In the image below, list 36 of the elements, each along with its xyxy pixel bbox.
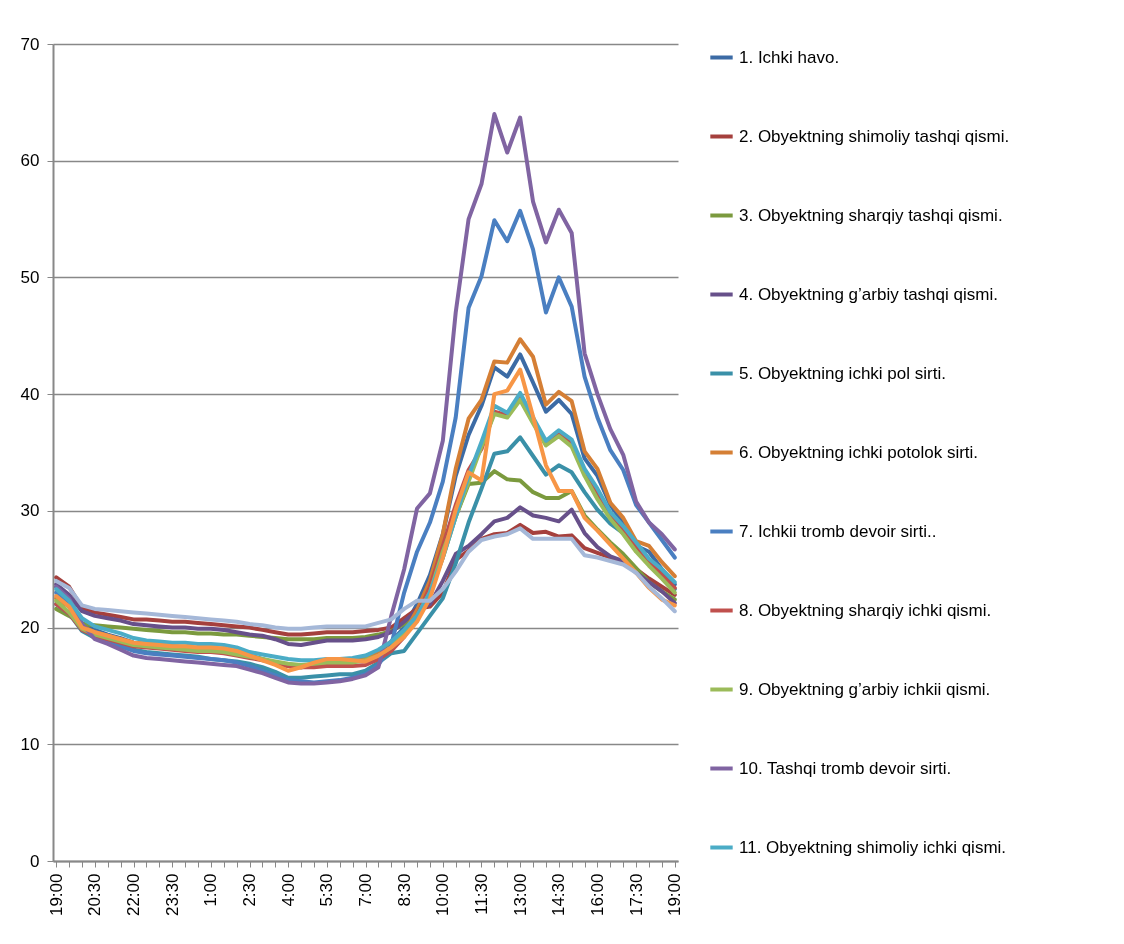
legend-label: 5. Obyektning ichki pol sirti. [739, 363, 946, 383]
legend-label: 10. Tashqi tromb devoir sirti. [739, 758, 952, 778]
y-tick-label: 10 [20, 734, 40, 754]
x-tick-label: 17:30 [626, 873, 646, 917]
y-tick-label: 40 [20, 384, 40, 404]
x-tick-label: 7:00 [356, 873, 375, 907]
x-tick-label: 2:30 [240, 873, 260, 907]
legend-label: 8. Obyektning sharqiy ichki qismi. [739, 600, 992, 620]
x-tick-label: 1:00 [201, 873, 221, 907]
x-tick-label: 19:00 [46, 873, 66, 917]
y-tick-label: 0 [30, 851, 40, 871]
legend-label: 9. Obyektning g’arbiy ichkii qismi. [739, 679, 991, 699]
x-tick-label: 20:30 [85, 873, 105, 917]
y-tick-label: 50 [20, 267, 40, 287]
x-tick-label: 11:30 [471, 873, 491, 915]
x-tick-label: 22:00 [124, 873, 144, 917]
x-tick-label: 8:30 [394, 873, 414, 907]
legend-label: 7. Ichkii tromb devoir sirti.. [739, 521, 937, 541]
legend-label: 4. Obyektning g’arbiy tashqi qismi. [739, 284, 998, 304]
y-tick-label: 30 [20, 501, 40, 521]
legend-label: 11. Obyektning shimoliy ichki qismi. [739, 837, 1007, 857]
x-tick-label: 10:00 [433, 873, 453, 917]
x-tick-label: 19:00 [665, 873, 685, 917]
legend-label: 6. Obyektning ichki potolok sirti. [739, 442, 979, 462]
x-tick-label: 4:00 [278, 873, 298, 907]
y-tick-label: 70 [20, 34, 40, 54]
x-tick-label: 13:00 [510, 873, 530, 917]
legend-label: 3. Obyektning sharqiy tashqi qismi. [739, 205, 1003, 225]
x-tick-label: 16:00 [587, 873, 607, 917]
x-tick-label: 5:30 [317, 873, 337, 907]
legend-label: 1. Ichki havo. [739, 47, 840, 67]
x-tick-label: 14:30 [549, 873, 569, 917]
x-tick-label: 23:30 [162, 873, 182, 917]
legend-label: 2. Obyektning shimoliy tashqi qismi. [739, 126, 1010, 146]
y-tick-label: 60 [20, 151, 40, 171]
y-tick-label: 20 [20, 618, 40, 638]
